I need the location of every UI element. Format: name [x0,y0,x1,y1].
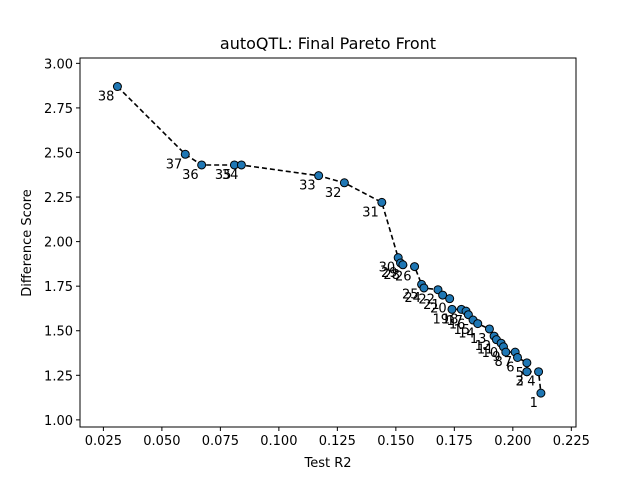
point-label: 31 [362,205,379,220]
x-tick-label: 0.200 [494,434,531,449]
point-label: 29 [381,266,398,281]
data-point [501,347,511,357]
point-label: 34 [222,168,239,183]
point-label: 3 [516,375,524,390]
data-point [180,149,190,159]
data-point [534,367,544,377]
y-tick-label: 2.25 [44,191,73,206]
x-tick-label: 0.225 [553,434,590,449]
point-label: 15 [454,323,471,338]
point-label: 26 [395,270,412,285]
data-point [522,367,532,377]
data-point [438,290,448,300]
y-tick-label: 1.00 [44,414,73,429]
point-label: 33 [299,179,316,194]
x-tick-label: 0.025 [85,434,122,449]
point-label: 38 [98,90,115,105]
point-label: 19 [432,312,449,327]
data-point [473,319,483,329]
point-label: 5 [516,366,524,381]
point-label: 16 [449,318,466,333]
point-label: 12 [475,339,492,354]
point-label: 4 [527,375,535,390]
point-label: 25 [402,287,419,302]
chart-title: autoQTL: Final Pareto Front [220,34,436,53]
x-tick-label: 0.150 [377,434,414,449]
x-tick-label: 0.075 [202,434,239,449]
point-label: 28 [383,268,400,283]
y-tick-label: 1.75 [44,280,73,295]
point-label: 10 [482,346,499,361]
y-tick-label: 3.00 [44,57,73,72]
point-label: 35 [215,168,232,183]
x-tick-label: 0.100 [260,434,297,449]
axis-ticks: 0.025 0.050 0.075 0.100 0.125 0.150 0.175 0.200… [44,57,590,449]
data-point [484,324,494,334]
y-tick-label: 2.50 [44,146,73,161]
x-axis-label: Test R2 [303,456,351,471]
point-label: 37 [166,157,183,172]
data-point [447,304,457,314]
y-tick-label: 1.50 [44,325,73,340]
point-label: 30 [379,261,396,276]
y-tick-label: 1.25 [44,369,73,384]
data-point [339,178,349,188]
data-point [112,82,122,92]
data-point [377,197,387,207]
point-label: 21 [423,298,440,313]
y-tick-label: 2.75 [44,102,73,117]
axes-frame [79,57,577,428]
point-label: 20 [430,302,447,317]
data-point [314,171,324,181]
data-point [419,283,429,293]
data-point [410,262,420,272]
x-tick-label: 0.125 [319,434,356,449]
y-axis-label: Difference Score [20,189,35,297]
data-point [513,352,523,362]
point-label: 17 [446,314,463,329]
point-label: 9 [492,350,500,365]
x-tick-label: 0.175 [436,434,473,449]
point-label: 18 [442,312,459,327]
point-label: 24 [404,291,421,306]
point-label: 32 [325,186,342,201]
point-label: 14 [458,327,475,342]
point-label: 13 [470,332,487,347]
point-label: 2 [516,375,524,390]
point-label: 1 [530,396,538,411]
axes-background [80,58,576,427]
x-tick-label: 0.050 [143,434,180,449]
data-point [445,294,455,304]
data-point [197,160,207,170]
data-point [398,260,408,270]
point-label: 8 [495,355,503,370]
point-label: 36 [182,168,199,183]
y-tick-label: 2.00 [44,236,73,251]
point-label: 6 [506,360,514,375]
data-point [522,358,532,368]
point-label: 11 [477,343,494,358]
data-point [236,160,246,170]
point-label: 22 [418,293,435,308]
point-label: 7 [504,355,512,370]
data-point [536,388,546,398]
